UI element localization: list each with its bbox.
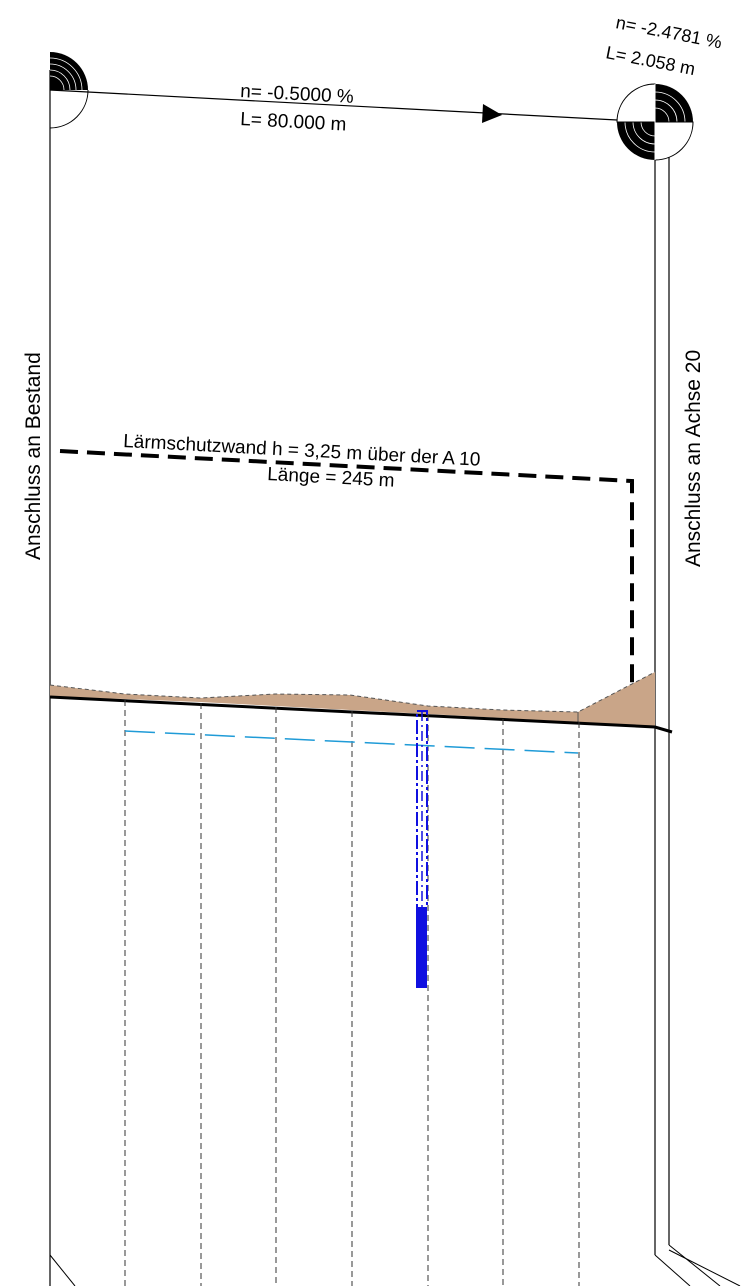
right-boundary-splay-2	[668, 1244, 721, 1286]
end-length-label: L= 2.058 m	[604, 42, 697, 79]
road-grade-line	[49, 695, 673, 734]
noise-wall-line	[59, 449, 634, 725]
noise-wall-title: Lärmschutzwand h = 3,25 m über der A 10	[123, 431, 481, 471]
direction-arrow	[482, 104, 502, 123]
drill-column	[416, 710, 428, 988]
main-length-label: L= 80.000 m	[240, 109, 347, 136]
station-lines	[124, 700, 580, 1286]
terrain-fill	[50, 672, 655, 727]
left-boundary-splay	[49, 1254, 76, 1286]
terrain-dashed-outline	[49, 671, 656, 713]
main-slope-label: n= -0.5000 %	[240, 81, 355, 108]
right-boundary-splay	[654, 1254, 691, 1286]
alignment-line	[49, 89, 656, 123]
right-boundary-splay-3	[668, 1249, 741, 1286]
start-point-symbol	[49, 52, 89, 129]
drill-column-solid	[416, 908, 427, 988]
right-connection-label: Anschluss an Achse 20	[682, 350, 705, 567]
left-connection-label: Anschluss an Bestand	[22, 352, 45, 560]
noise-wall-length: Länge = 245 m	[267, 464, 395, 492]
groundwater-line	[124, 730, 579, 754]
end-point-symbol	[616, 83, 694, 161]
